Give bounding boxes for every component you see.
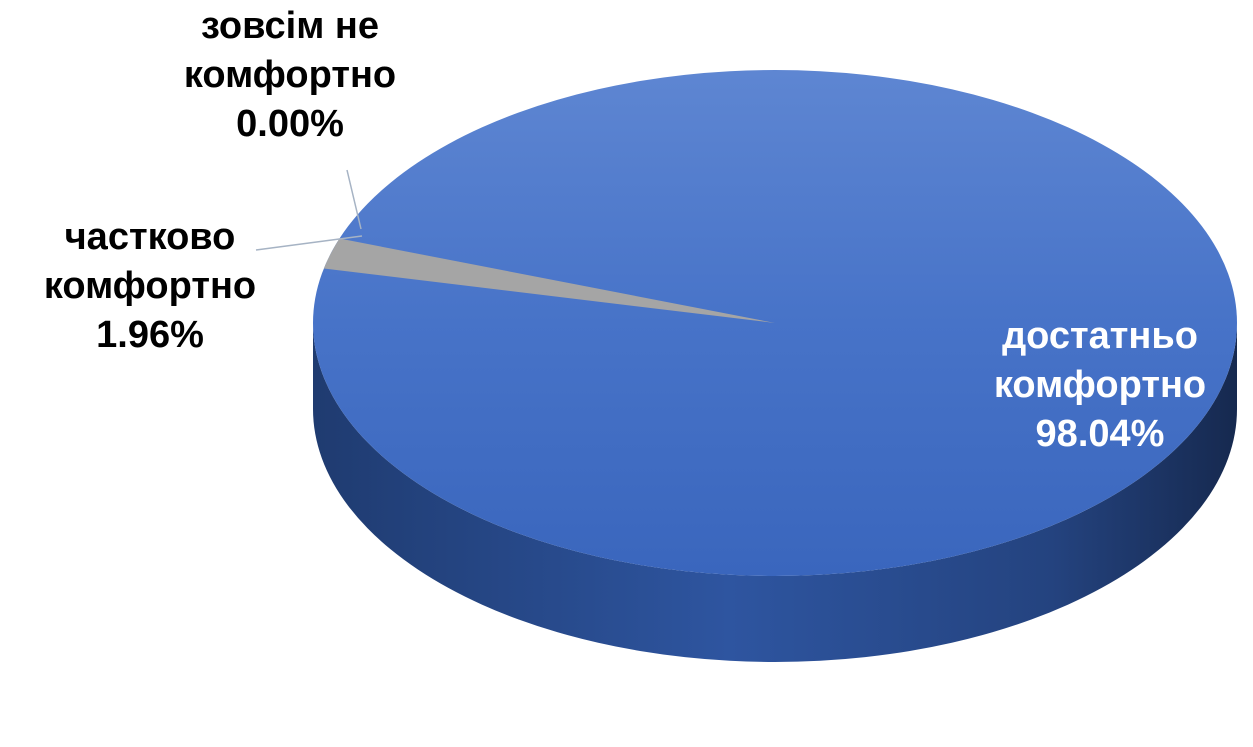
slice-percent: 0.00% (236, 103, 344, 145)
slice-label-line: комфортно (183, 54, 397, 96)
slice-label-line: комфортно (43, 265, 257, 307)
pie-top (313, 70, 1237, 576)
pie-side-wall-slice-0 (313, 323, 1237, 662)
leader-lines (255, 169, 363, 251)
slice-label-dostatno: достатньо комфортно 98.04% (975, 312, 1225, 459)
pie-side-wall (313, 323, 1237, 662)
leader-line-chastkovo (255, 235, 363, 251)
slice-label-zovsim-ne: зовсім не комфортно 0.00% (160, 2, 420, 149)
pie-slice-1 (323, 238, 775, 323)
slice-label-line: частково (64, 216, 236, 258)
slice-label-chastkovo: частково комфортно 1.96% (10, 213, 290, 360)
slice-percent: 98.04% (1035, 413, 1165, 455)
slice-label-line: достатньо (1002, 315, 1198, 357)
slice-percent: 1.96% (96, 314, 204, 356)
slice-label-line: комфортно (993, 364, 1207, 406)
leader-line-zovsim-ne (346, 169, 362, 230)
slice-label-line: зовсім не (200, 5, 379, 47)
